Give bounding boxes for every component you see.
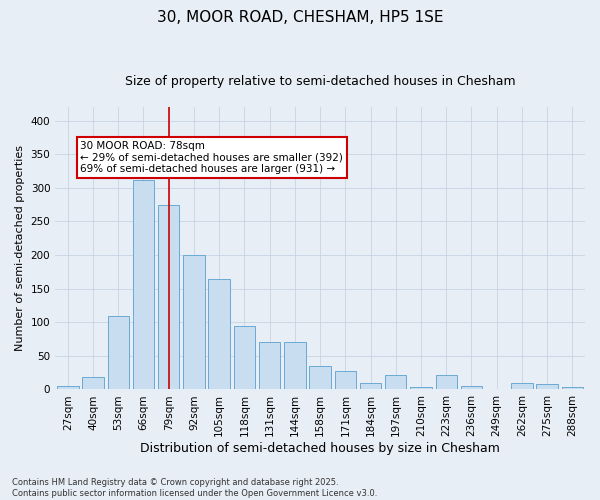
Bar — [310, 366, 331, 390]
Bar — [233, 326, 255, 390]
Bar — [133, 180, 154, 390]
Text: 30, MOOR ROAD, CHESHAM, HP5 1SE: 30, MOOR ROAD, CHESHAM, HP5 1SE — [157, 10, 443, 25]
Bar — [107, 316, 129, 390]
Bar — [208, 278, 230, 390]
Y-axis label: Number of semi-detached properties: Number of semi-detached properties — [15, 146, 25, 352]
Bar — [82, 378, 104, 390]
Bar — [511, 382, 533, 390]
X-axis label: Distribution of semi-detached houses by size in Chesham: Distribution of semi-detached houses by … — [140, 442, 500, 455]
Bar — [183, 255, 205, 390]
Bar — [562, 388, 583, 390]
Bar — [461, 386, 482, 390]
Bar — [360, 382, 381, 390]
Bar — [410, 387, 432, 390]
Bar — [436, 374, 457, 390]
Bar — [536, 384, 558, 390]
Bar — [259, 342, 280, 390]
Bar — [57, 386, 79, 390]
Text: Contains HM Land Registry data © Crown copyright and database right 2025.
Contai: Contains HM Land Registry data © Crown c… — [12, 478, 377, 498]
Bar — [335, 370, 356, 390]
Bar — [284, 342, 305, 390]
Bar — [385, 374, 406, 390]
Title: Size of property relative to semi-detached houses in Chesham: Size of property relative to semi-detach… — [125, 75, 515, 88]
Bar — [158, 204, 179, 390]
Text: 30 MOOR ROAD: 78sqm
← 29% of semi-detached houses are smaller (392)
69% of semi-: 30 MOOR ROAD: 78sqm ← 29% of semi-detach… — [80, 141, 343, 174]
